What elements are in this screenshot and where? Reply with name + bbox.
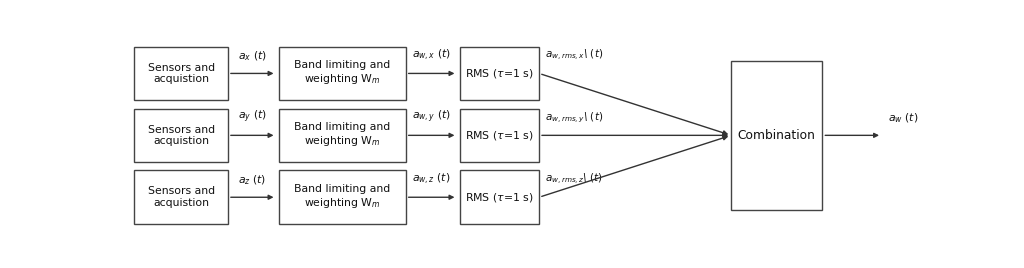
Text: RMS ($\tau$=1 s): RMS ($\tau$=1 s)	[465, 191, 534, 204]
Bar	[134, 170, 228, 224]
Bar	[460, 109, 539, 162]
Bar	[460, 47, 539, 100]
Bar	[279, 47, 406, 100]
Bar	[731, 61, 822, 210]
Text: Combination: Combination	[738, 129, 816, 142]
Bar	[134, 109, 228, 162]
Text: $a_{w,y}\ (t)$: $a_{w,y}\ (t)$	[412, 109, 451, 125]
Text: $a_z\ (t)$: $a_z\ (t)$	[238, 173, 266, 187]
Text: $a_w\ (t)$: $a_w\ (t)$	[888, 111, 919, 125]
Bar	[279, 170, 406, 224]
Text: Sensors and
acquistion: Sensors and acquistion	[147, 187, 215, 208]
Text: Band limiting and
weighting W$_m$: Band limiting and weighting W$_m$	[294, 184, 390, 210]
Text: Band limiting and
weighting W$_m$: Band limiting and weighting W$_m$	[294, 60, 390, 87]
Bar	[134, 47, 228, 100]
Text: Sensors and
acquistion: Sensors and acquistion	[147, 63, 215, 84]
Text: $a_{w,rms,x}$\ $(t)$: $a_{w,rms,x}$\ $(t)$	[546, 48, 603, 63]
Bar	[279, 109, 406, 162]
Text: RMS ($\tau$=1 s): RMS ($\tau$=1 s)	[465, 129, 534, 142]
Text: $a_y\ (t)$: $a_y\ (t)$	[238, 109, 266, 125]
Text: Sensors and
acquistion: Sensors and acquistion	[147, 125, 215, 146]
Text: Band limiting and
weighting W$_m$: Band limiting and weighting W$_m$	[294, 122, 390, 148]
Text: $a_{w,z}\ (t)$: $a_{w,z}\ (t)$	[413, 172, 451, 187]
Text: $a_{w,rms,y}$\ $(t)$: $a_{w,rms,y}$\ $(t)$	[546, 111, 603, 125]
Bar	[460, 170, 539, 224]
Text: $a_x\ (t)$: $a_x\ (t)$	[238, 50, 266, 63]
Text: $a_{w,rms,z}$\ $(t)$: $a_{w,rms,z}$\ $(t)$	[546, 172, 603, 187]
Text: RMS ($\tau$=1 s): RMS ($\tau$=1 s)	[465, 67, 534, 80]
Text: $a_{w,x}\ (t)$: $a_{w,x}\ (t)$	[412, 48, 451, 63]
